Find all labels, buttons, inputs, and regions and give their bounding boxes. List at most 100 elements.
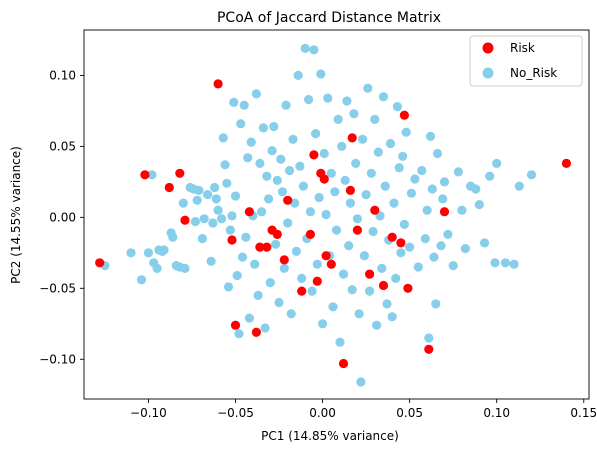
data-point-no-risk xyxy=(361,190,371,200)
legend-label-risk: Risk xyxy=(510,41,535,55)
data-point-no-risk xyxy=(168,232,178,242)
data-point-no-risk xyxy=(290,198,300,208)
data-point-risk xyxy=(164,182,174,193)
data-point-risk xyxy=(338,358,349,369)
data-point-no-risk xyxy=(366,168,376,178)
data-point-no-risk xyxy=(424,333,434,343)
y-axis-label: PC2 (14.55% variance) xyxy=(9,146,23,284)
data-point-risk xyxy=(279,255,289,265)
y-axis: −0.10 −0.05 0.00 0.05 0.10 xyxy=(39,68,84,366)
data-point-no-risk xyxy=(258,123,268,133)
data-point-no-risk xyxy=(319,148,329,159)
data-point-risk xyxy=(387,232,397,242)
data-point-risk xyxy=(365,269,375,279)
data-point-no-risk xyxy=(227,211,237,221)
data-point-risk xyxy=(140,170,150,180)
data-point-no-risk xyxy=(417,165,427,176)
data-point-no-risk xyxy=(251,89,261,99)
data-point-no-risk xyxy=(284,165,295,176)
data-point-no-risk xyxy=(429,252,439,262)
data-point-no-risk xyxy=(514,181,524,191)
data-point-no-risk xyxy=(271,239,281,249)
data-point-no-risk xyxy=(203,190,213,200)
data-point-no-risk xyxy=(368,226,378,237)
data-point-no-risk xyxy=(300,43,310,54)
data-point-no-risk xyxy=(309,45,319,55)
data-point-risk xyxy=(272,229,282,239)
data-point-no-risk xyxy=(337,141,347,151)
data-point-no-risk xyxy=(232,270,242,281)
data-point-no-risk xyxy=(197,234,207,244)
series-no-risk xyxy=(100,43,537,387)
data-point-no-risk xyxy=(298,181,308,191)
x-tick-label: 0.00 xyxy=(309,406,336,420)
data-point-risk xyxy=(255,242,265,252)
data-point-no-risk xyxy=(293,70,303,80)
x-axis-label: PC1 (14.85% variance) xyxy=(261,429,399,443)
data-point-no-risk xyxy=(448,261,458,271)
data-point-no-risk xyxy=(443,229,453,239)
data-point-no-risk xyxy=(378,92,389,102)
data-point-no-risk xyxy=(286,309,296,319)
data-point-risk xyxy=(309,150,319,160)
data-point-no-risk xyxy=(438,194,448,204)
data-point-no-risk xyxy=(413,262,423,272)
data-point-no-risk xyxy=(358,134,368,144)
plot-area xyxy=(95,43,572,387)
data-point-no-risk xyxy=(492,158,502,168)
y-tick-label: 0.10 xyxy=(49,68,76,82)
data-point-no-risk xyxy=(276,154,286,164)
data-point-no-risk xyxy=(370,114,380,124)
data-point-risk xyxy=(95,258,105,268)
data-point-no-risk xyxy=(229,97,239,107)
data-point-no-risk xyxy=(396,248,406,258)
data-point-no-risk xyxy=(338,269,349,279)
data-point-no-risk xyxy=(399,219,409,229)
data-point-no-risk xyxy=(331,225,342,235)
data-point-risk xyxy=(396,238,406,248)
data-point-no-risk xyxy=(304,94,314,105)
data-point-no-risk xyxy=(391,273,401,283)
y-tick-label: −0.05 xyxy=(39,281,76,295)
data-point-risk xyxy=(283,195,293,205)
data-point-no-risk xyxy=(243,153,253,163)
data-point-no-risk xyxy=(427,184,437,194)
data-point-risk xyxy=(312,276,322,286)
data-point-no-risk xyxy=(297,273,307,283)
data-point-no-risk xyxy=(257,207,267,217)
data-point-no-risk xyxy=(262,171,272,181)
legend-label-no-risk: No_Risk xyxy=(510,66,557,80)
data-point-risk xyxy=(297,286,307,296)
y-tick-label: 0.00 xyxy=(49,210,76,224)
data-point-no-risk xyxy=(210,182,220,193)
data-point-no-risk xyxy=(354,309,364,319)
data-point-risk xyxy=(227,235,237,245)
data-point-no-risk xyxy=(281,100,291,110)
data-point-no-risk xyxy=(349,109,359,119)
data-point-no-risk xyxy=(213,205,223,215)
data-point-no-risk xyxy=(382,299,392,309)
data-point-no-risk xyxy=(323,93,333,103)
data-point-no-risk xyxy=(264,194,274,204)
data-point-risk xyxy=(439,207,450,217)
data-point-no-risk xyxy=(333,114,343,124)
data-point-no-risk xyxy=(260,323,270,333)
legend-marker-risk xyxy=(482,42,494,54)
data-point-risk xyxy=(403,283,413,293)
chart-title: PCoA of Jaccard Distance Matrix xyxy=(217,10,441,26)
data-point-no-risk xyxy=(394,163,404,173)
data-point-no-risk xyxy=(363,83,373,93)
data-point-no-risk xyxy=(147,170,157,180)
data-point-no-risk xyxy=(190,217,200,227)
data-point-no-risk xyxy=(340,175,350,185)
data-point-risk xyxy=(399,110,409,120)
data-point-no-risk xyxy=(180,263,190,273)
data-point-risk xyxy=(213,79,223,89)
data-point-no-risk xyxy=(236,119,246,129)
data-point-risk xyxy=(244,207,254,217)
data-point-no-risk xyxy=(373,147,383,157)
plot-frame xyxy=(83,29,590,400)
data-point-no-risk xyxy=(318,319,328,329)
data-point-no-risk xyxy=(312,259,322,269)
